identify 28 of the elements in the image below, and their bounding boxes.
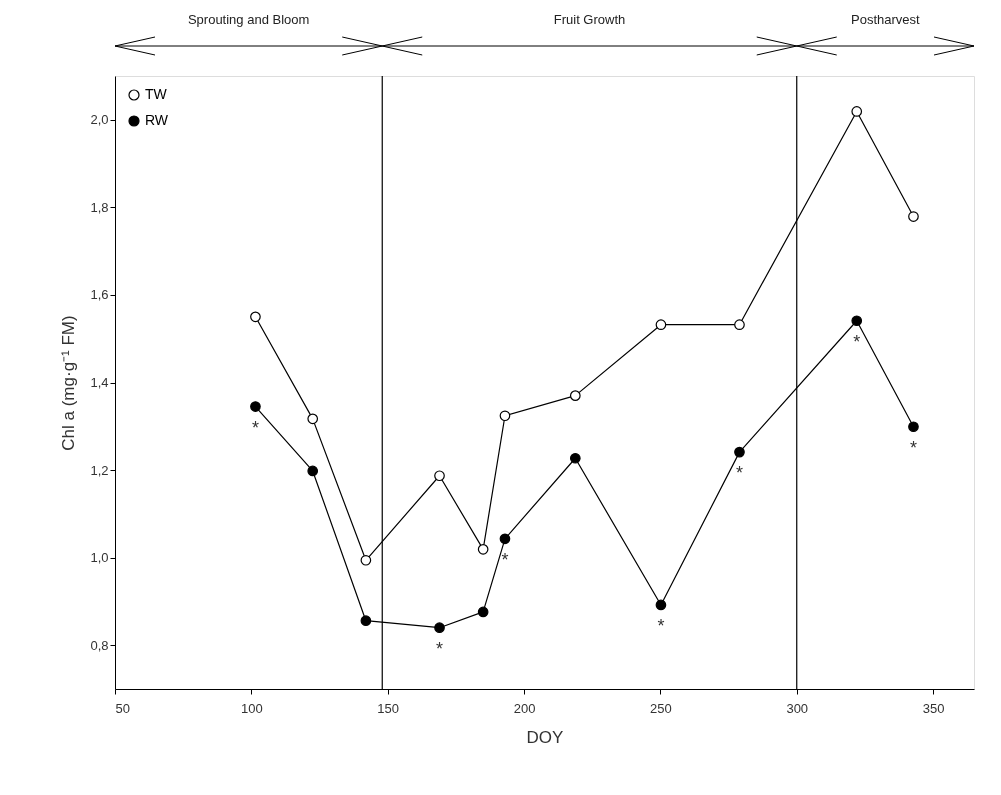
y-tick-label: 1,8 [90, 199, 109, 215]
annotation: * [853, 331, 861, 352]
annotation: * [501, 549, 509, 570]
legend-label: TW [145, 86, 168, 102]
text: Fruit Growth [553, 12, 626, 27]
annotation: * [657, 615, 665, 636]
legend-label: RW [145, 112, 169, 128]
text: Sprouting and Bloom [187, 12, 310, 27]
annotation: * [735, 463, 743, 484]
y-tick-label: 1,0 [90, 550, 109, 566]
x-axis-title: DOY [526, 727, 564, 747]
x-tick-label: 150 [377, 700, 400, 716]
annotation: * [251, 417, 259, 438]
x-tick-label: 100 [241, 700, 263, 716]
x-tick-label: 350 [922, 700, 945, 716]
y-axis-title: Chl a (mg·g⁻¹ FM) [59, 315, 79, 451]
x-tick-label: 50 [115, 700, 130, 716]
y-tick-label: 1,4 [90, 375, 109, 390]
y-tick-label: 2,0 [90, 112, 109, 128]
text: Postharvest [851, 12, 921, 27]
annotation: * [909, 437, 917, 458]
y-tick-label: 1,2 [90, 462, 109, 478]
annotation: * [436, 638, 444, 659]
x-tick-label: 250 [650, 700, 672, 716]
y-tick-label: 1,6 [90, 287, 109, 303]
x-tick-label: 200 [513, 700, 536, 716]
y-tick-label: 0,8 [90, 637, 109, 653]
x-tick-label: 300 [786, 700, 809, 716]
